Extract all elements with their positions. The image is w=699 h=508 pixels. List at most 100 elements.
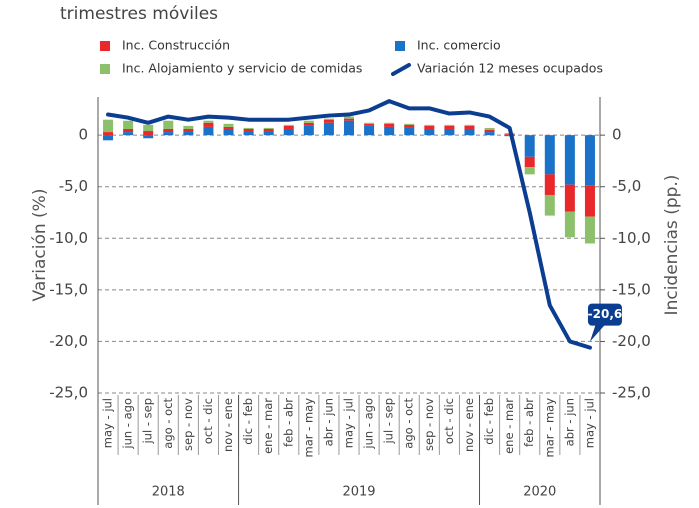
- bar: [123, 128, 134, 133]
- x-tick-label: dic - feb: [241, 398, 255, 445]
- x-tick-label: nov - ene: [462, 398, 476, 452]
- legend-swatch: [100, 64, 110, 74]
- x-tick-label: oct - dic: [442, 398, 456, 444]
- group-label: 2018: [152, 485, 185, 500]
- x-tick-label: mar - may: [542, 398, 556, 458]
- legend-label: Inc. Construcción: [122, 38, 230, 53]
- bar: [484, 132, 495, 136]
- bar: [123, 120, 134, 129]
- bar: [584, 135, 595, 186]
- bar: [183, 128, 194, 132]
- group-label: 2019: [342, 485, 375, 500]
- bar: [203, 122, 214, 127]
- bar: [584, 216, 595, 244]
- bar: [424, 125, 435, 129]
- bar: [143, 124, 154, 132]
- legend-swatch: [100, 41, 110, 51]
- legend-label: Variación 12 meses ocupados: [417, 61, 603, 76]
- bar: [223, 123, 234, 127]
- bar: [364, 125, 375, 136]
- bar: [323, 119, 334, 123]
- callout-box: [587, 303, 622, 326]
- x-tick-label: ene - mar: [502, 398, 516, 454]
- bar: [444, 125, 455, 129]
- bar: [344, 120, 354, 136]
- x-tick-label: jul - sep: [382, 398, 396, 445]
- bar: [303, 125, 314, 136]
- legend-swatch: [391, 63, 411, 76]
- bar: [444, 124, 455, 126]
- legend-swatch: [395, 41, 405, 51]
- y2-axis-label: Incidencias (pp.): [662, 175, 682, 316]
- bar: [223, 126, 234, 129]
- bar: [223, 128, 234, 136]
- y2-tick-label: -15,0: [612, 280, 651, 298]
- x-tick-label: jun - ago: [121, 398, 135, 450]
- x-tick-label: sep - nov: [181, 398, 195, 451]
- bar: [424, 128, 435, 136]
- bar: [283, 124, 294, 126]
- bar: [524, 135, 535, 157]
- bar: [303, 122, 314, 126]
- y-axis-label: Variación (%): [30, 189, 50, 302]
- bar: [203, 126, 214, 136]
- bar: [263, 128, 274, 132]
- bar: [123, 132, 134, 136]
- bar: [283, 125, 294, 129]
- bar: [203, 120, 214, 123]
- bar: [364, 122, 375, 124]
- x-tick-label: oct - dic: [201, 398, 215, 444]
- data-label: -20,6: [588, 307, 623, 321]
- x-tick-label: feb - abr: [281, 398, 295, 447]
- bar: [464, 124, 475, 126]
- y-tick-label: -25,0: [49, 384, 88, 402]
- x-tick-label: feb - abr: [522, 398, 536, 447]
- bar: [344, 118, 354, 121]
- bar: [444, 128, 455, 136]
- group-label: 2020: [523, 485, 556, 500]
- y-tick-label: -10,0: [49, 229, 88, 247]
- y-tick-label: -5,0: [59, 177, 88, 195]
- bar: [404, 127, 415, 136]
- bar: [484, 127, 495, 131]
- x-tick-label: may - jul: [342, 398, 356, 448]
- x-tick-label: abr - jun: [321, 398, 335, 446]
- y2-tick-label: -5,0: [612, 177, 641, 195]
- legend-label: Inc. comercio: [417, 38, 501, 53]
- bar: [464, 125, 475, 129]
- x-tick-label: ago - oct: [161, 398, 175, 449]
- x-tick-label: nov - ene: [221, 398, 235, 452]
- bar: [364, 123, 375, 126]
- bar: [243, 131, 254, 136]
- bar: [524, 156, 535, 168]
- y-tick-label: -20,0: [49, 332, 88, 350]
- x-tick-label: mar - may: [301, 398, 315, 458]
- bar: [103, 135, 114, 141]
- x-tick-label: jul - sep: [141, 398, 155, 445]
- x-tick-label: ago - oct: [402, 398, 416, 449]
- x-tick-label: jun - ago: [362, 398, 376, 450]
- bar: [564, 211, 575, 238]
- y2-tick-label: -25,0: [612, 384, 651, 402]
- bar: [323, 118, 334, 120]
- bar: [103, 119, 114, 133]
- bar: [404, 123, 415, 125]
- bar: [384, 126, 395, 136]
- y-tick-label: 0: [78, 126, 88, 144]
- bar: [544, 135, 555, 175]
- bar: [323, 122, 334, 136]
- y-tick-label: -15,0: [49, 280, 88, 298]
- bar: [484, 130, 495, 133]
- bar: [163, 120, 174, 129]
- bar: [544, 194, 555, 216]
- bar: [384, 123, 395, 127]
- bar: [243, 128, 254, 132]
- chart-subtitle: trimestres móviles: [60, 4, 218, 24]
- line: [106, 99, 592, 350]
- x-tick-label: dic - feb: [482, 398, 496, 445]
- bar: [344, 116, 354, 119]
- y2-tick-label: -20,0: [612, 332, 651, 350]
- bar: [424, 124, 435, 126]
- bar: [103, 132, 114, 136]
